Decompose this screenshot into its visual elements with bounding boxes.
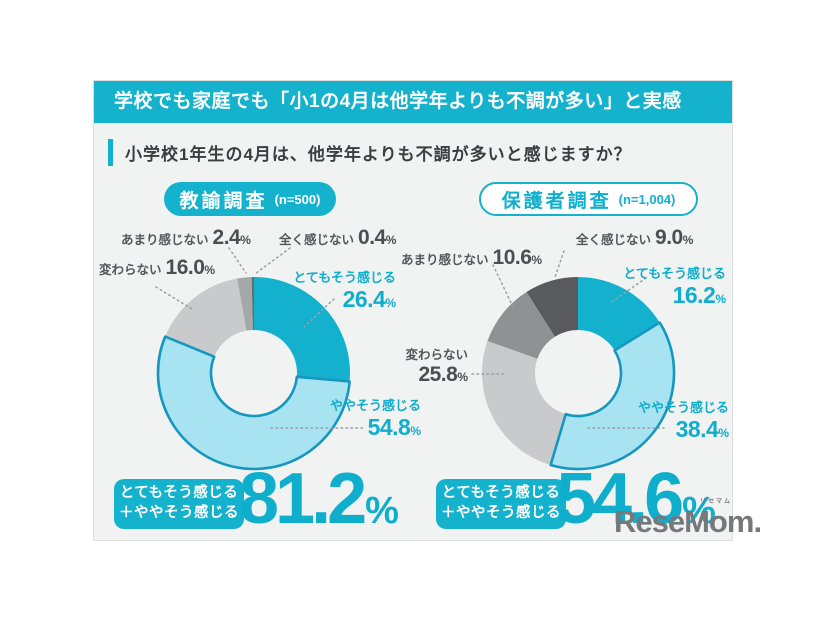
leader-teacher-amari [228,247,247,274]
question-accent-bar [108,139,113,166]
parent-survey-sample-size: (n=1,004) [618,191,676,207]
donut-segment [251,277,254,331]
parent-survey-badge: 保護者調査 (n=1,004) [479,182,698,216]
parent-summary-value: 54.6% [556,459,716,539]
leader-teacher-mattaku [254,247,291,275]
leader-parent-mattaku [554,250,565,278]
parent-label-kawaranai: 変わらない 25.8% [405,348,468,387]
donut-segment [578,277,660,351]
teacher-survey-badge: 教諭調査 (n=500) [164,182,336,216]
teacher-donut-chart [156,277,351,471]
banner-title: 学校でも家庭でも「小1の4月は他学年よりも不調が多い」と実感 [94,81,732,123]
resemom-logo: リセマム ReseMom. [614,499,762,537]
question-text: 小学校1年生の4月は、他学年よりも不調が多いと感じますか？ [125,145,632,164]
teacher-survey-badge-label: 教諭調査 [179,190,268,212]
teacher-label-totemo: とてもそう感じる 26.4% [293,270,396,312]
donut-segment [487,291,555,359]
question-row: 小学校1年生の4月は、他学年よりも不調が多いと感じますか？ [108,139,632,166]
parent-survey-badge-label: 保護者調査 [501,190,612,212]
resemom-logo-ruby: リセマム [699,499,732,505]
teacher-summary-badge: とてもそう感じる ＋ややそう感じる [114,479,244,529]
donut-segment [526,277,578,337]
teacher-summary-value: 81.2% [239,459,399,539]
parent-label-yaya: ややそう感じる 38.4% [637,400,729,442]
teacher-label-yaya: ややそう感じる 54.8% [329,398,421,440]
parent-summary-badge: とてもそう感じる ＋ややそう感じる [436,479,566,529]
parent-label-amari: あまり感じない 10.6% [401,246,543,269]
parent-donut-chart [481,277,676,471]
donut-segment [156,335,351,471]
parent-label-totemo: とてもそう感じる 16.2% [623,266,726,308]
teacher-label-mattaku: 全く感じない 0.4% [279,226,397,249]
resemom-logo-text: ReseMom. [614,504,762,539]
teacher-label-kawaranai: 変わらない 16.0% [99,256,216,279]
donut-segment [549,321,676,471]
donut-segment [254,277,351,382]
donut-segment [481,341,566,466]
teacher-survey-sample-size: (n=500) [274,191,321,207]
infographic-card: 学校でも家庭でも「小1の4月は他学年よりも不調が多い」と実感 小学校1年生の4月… [93,80,762,541]
teacher-label-amari: あまり感じない 2.4% [121,226,251,249]
parent-label-mattaku: 全く感じない 9.0% [576,226,694,249]
donut-segment [237,277,253,331]
donut-segment [165,278,247,357]
